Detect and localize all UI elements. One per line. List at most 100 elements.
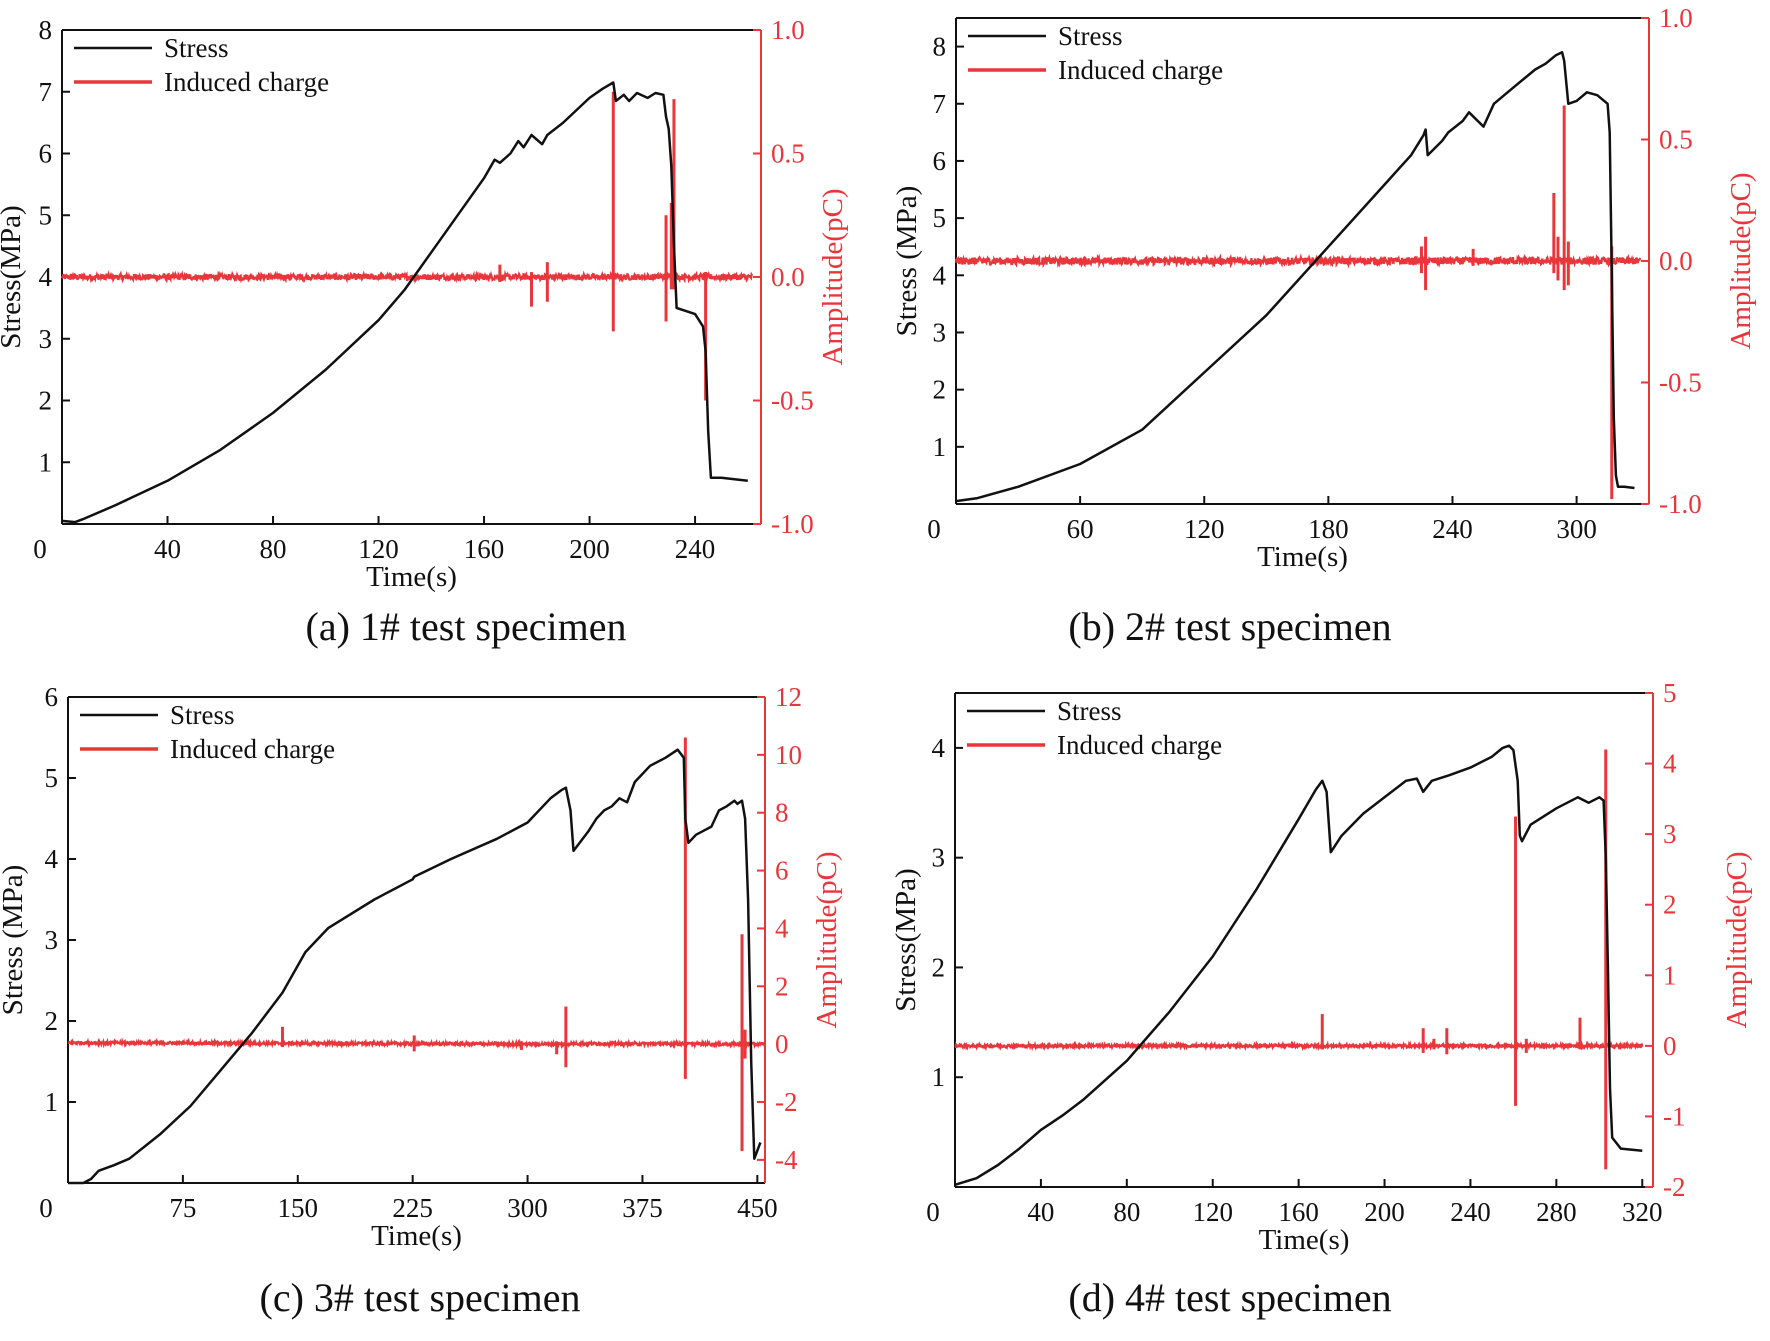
x-tick-label: 120 bbox=[1192, 1197, 1233, 1227]
legend-label-stress: Stress bbox=[164, 33, 229, 63]
y-tick-label: 7 bbox=[933, 89, 947, 119]
y-tick-label: 4 bbox=[45, 844, 59, 874]
y-tick-label: 4 bbox=[39, 262, 53, 292]
y-tick-label: 8 bbox=[933, 32, 947, 62]
x-tick-label: 225 bbox=[392, 1193, 433, 1223]
y2-tick-label: 2 bbox=[1663, 890, 1677, 920]
y-tick-label: 6 bbox=[933, 146, 947, 176]
y-tick-label: 2 bbox=[932, 952, 946, 982]
x-axis-label: Time(s) bbox=[1259, 1224, 1350, 1256]
panel-caption: (a) 1# test specimen bbox=[306, 604, 627, 649]
y2-tick-label: 10 bbox=[775, 740, 802, 770]
y2-tick-label: 0.5 bbox=[771, 139, 805, 169]
legend-label-charge: Induced charge bbox=[1058, 55, 1223, 85]
y-tick-label: 2 bbox=[933, 375, 947, 405]
legend-label-stress: Stress bbox=[1058, 21, 1123, 51]
panel-caption: (c) 3# test specimen bbox=[260, 1275, 581, 1320]
x-tick-label: 120 bbox=[1184, 514, 1225, 544]
series-induced-charge bbox=[60, 91, 754, 401]
y2-tick-label: -2 bbox=[775, 1087, 798, 1117]
y-tick-label: 1 bbox=[933, 432, 947, 462]
y-tick-label: 8 bbox=[39, 15, 53, 45]
x-tick-label: 240 bbox=[1432, 514, 1473, 544]
x-tick-label: 60 bbox=[1067, 514, 1094, 544]
x-tick-label: 180 bbox=[1308, 514, 1349, 544]
x-tick-label: 160 bbox=[464, 534, 505, 564]
x-tick-label: 0 bbox=[926, 1197, 940, 1227]
y2-tick-label: 12 bbox=[775, 682, 802, 712]
series-induced-charge bbox=[67, 737, 767, 1152]
x-tick-label: 300 bbox=[507, 1193, 548, 1223]
charge-noise-line bbox=[954, 253, 1642, 269]
y2-tick-label: -1.0 bbox=[1659, 489, 1702, 519]
x-tick-label: 450 bbox=[737, 1193, 778, 1223]
y-axis-label: Stress (MPa) bbox=[891, 186, 923, 337]
legend-label-stress: Stress bbox=[170, 700, 235, 730]
series-stress-line bbox=[68, 748, 762, 1185]
x-tick-label: 320 bbox=[1622, 1197, 1663, 1227]
series-stress-line bbox=[61, 81, 748, 524]
y-tick-label: 1 bbox=[932, 1062, 946, 1092]
y2-tick-label: -1.0 bbox=[771, 509, 814, 539]
y-tick-label: 2 bbox=[45, 1006, 59, 1036]
x-tick-label: 375 bbox=[622, 1193, 663, 1223]
y2-axis-label: Amplitude(pC) bbox=[1725, 172, 1757, 349]
y-tick-label: 7 bbox=[39, 77, 53, 107]
y2-tick-label: 0.0 bbox=[1659, 246, 1693, 276]
panel-caption: (b) 2# test specimen bbox=[1068, 604, 1391, 649]
y2-tick-label: -0.5 bbox=[771, 386, 814, 416]
y-tick-label: 6 bbox=[45, 682, 59, 712]
x-tick-label: 40 bbox=[1027, 1197, 1054, 1227]
y-tick-label: 1 bbox=[45, 1087, 59, 1117]
y2-tick-label: 0 bbox=[775, 1029, 789, 1059]
legend: Stress Induced charge bbox=[80, 700, 335, 764]
charge-noise-line bbox=[67, 1037, 767, 1050]
legend: Stress Induced charge bbox=[967, 696, 1222, 760]
legend-label-charge: Induced charge bbox=[1057, 730, 1222, 760]
x-axis-label: Time(s) bbox=[1257, 541, 1348, 573]
y2-tick-label: 8 bbox=[775, 798, 789, 828]
x-tick-label: 300 bbox=[1556, 514, 1597, 544]
y2-tick-label: -2 bbox=[1663, 1172, 1686, 1202]
y2-tick-label: -4 bbox=[775, 1145, 798, 1175]
x-tick-label: 0 bbox=[39, 1193, 53, 1223]
x-tick-label: 240 bbox=[1450, 1197, 1491, 1227]
panel-1: 0 40 80 120 160 200 240 1 2 3 4 5 6 7 8 -1.0 -0.5 0.0 0.5 1… bbox=[0, 15, 849, 649]
panel-2: 0 60 120 180 240 300 1 2 3 4 5 6 7 8 -1.0 -0.5 0.0 0.5 1.0… bbox=[891, 3, 1757, 649]
y2-tick-label: 4 bbox=[1663, 749, 1677, 779]
series-induced-charge bbox=[954, 749, 1644, 1170]
y-tick-label: 6 bbox=[39, 139, 53, 169]
legend-label-charge: Induced charge bbox=[170, 734, 335, 764]
legend-label-stress: Stress bbox=[1057, 696, 1122, 726]
y2-tick-label: -1 bbox=[1663, 1101, 1686, 1131]
y-axis-label: Stress(MPa) bbox=[0, 205, 27, 348]
y-tick-label: 2 bbox=[39, 386, 53, 416]
x-tick-label: 0 bbox=[927, 514, 941, 544]
x-tick-label: 280 bbox=[1536, 1197, 1577, 1227]
y2-tick-label: 1 bbox=[1663, 960, 1677, 990]
y2-tick-label: 4 bbox=[775, 913, 789, 943]
y-tick-label: 3 bbox=[933, 317, 947, 347]
y-tick-label: 3 bbox=[932, 843, 946, 873]
x-tick-label: 120 bbox=[358, 534, 399, 564]
charge-noise-line bbox=[954, 1040, 1644, 1052]
legend-label-charge: Induced charge bbox=[164, 67, 329, 97]
x-tick-label: 40 bbox=[154, 534, 181, 564]
x-tick-label: 0 bbox=[33, 534, 47, 564]
y-tick-label: 4 bbox=[932, 733, 946, 763]
x-tick-label: 150 bbox=[278, 1193, 319, 1223]
y-axis-label: Stress(MPa) bbox=[890, 868, 922, 1011]
y-tick-label: 5 bbox=[45, 763, 59, 793]
x-tick-label: 200 bbox=[569, 534, 610, 564]
x-axis-label: Time(s) bbox=[371, 1220, 462, 1252]
y-tick-label: 5 bbox=[933, 203, 947, 233]
y2-tick-label: 5 bbox=[1663, 678, 1677, 708]
x-tick-label: 160 bbox=[1278, 1197, 1319, 1227]
x-tick-label: 200 bbox=[1364, 1197, 1405, 1227]
x-tick-label: 80 bbox=[260, 534, 287, 564]
y2-axis-label: Amplitude(pC) bbox=[1721, 851, 1753, 1028]
x-tick-label: 240 bbox=[675, 534, 716, 564]
y2-tick-label: -0.5 bbox=[1659, 368, 1702, 398]
y2-tick-label: 0.5 bbox=[1659, 125, 1693, 155]
